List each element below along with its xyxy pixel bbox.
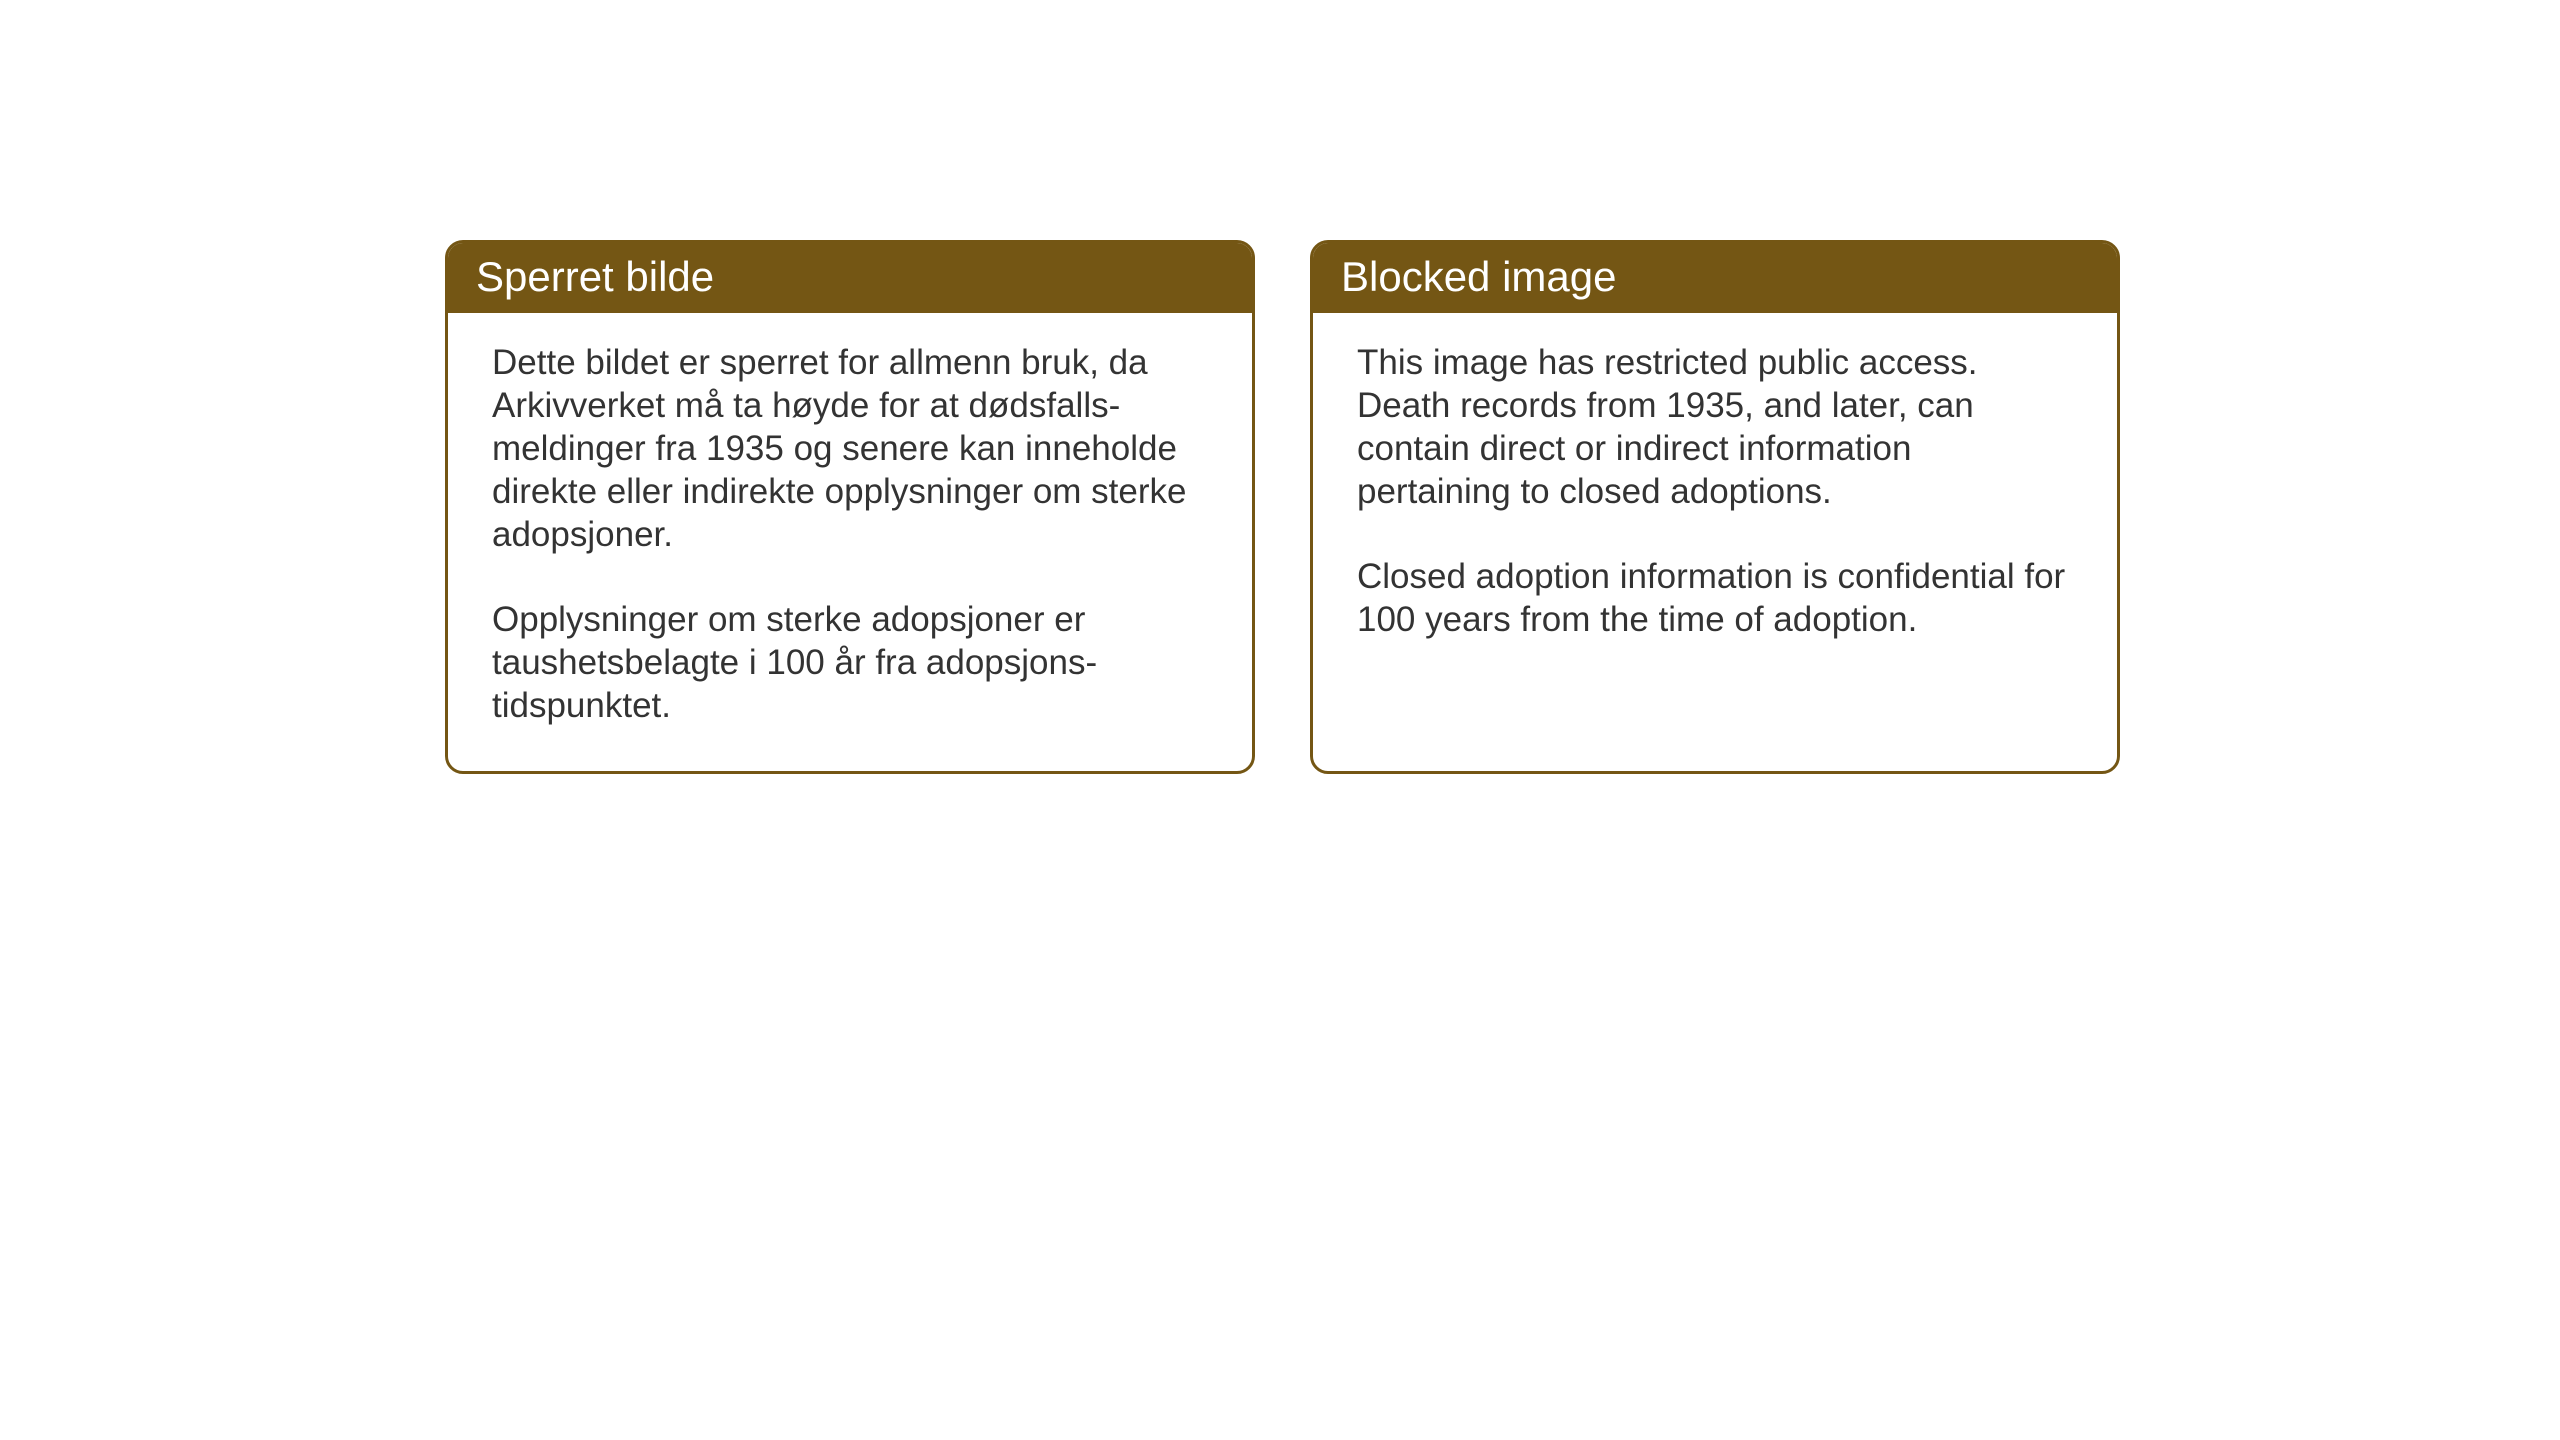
card-paragraph: This image has restricted public access.… [1357, 341, 2073, 513]
card-header-english: Blocked image [1313, 243, 2117, 313]
card-header-norwegian: Sperret bilde [448, 243, 1252, 313]
card-paragraph: Closed adoption information is confident… [1357, 555, 2073, 641]
card-body-english: This image has restricted public access.… [1313, 313, 2117, 685]
card-paragraph: Dette bildet er sperret for allmenn bruk… [492, 341, 1208, 556]
cards-container: Sperret bilde Dette bildet er sperret fo… [445, 240, 2120, 774]
card-paragraph: Opplysninger om sterke adopsjoner er tau… [492, 598, 1208, 727]
card-body-norwegian: Dette bildet er sperret for allmenn bruk… [448, 313, 1252, 771]
card-english: Blocked image This image has restricted … [1310, 240, 2120, 774]
card-norwegian: Sperret bilde Dette bildet er sperret fo… [445, 240, 1255, 774]
